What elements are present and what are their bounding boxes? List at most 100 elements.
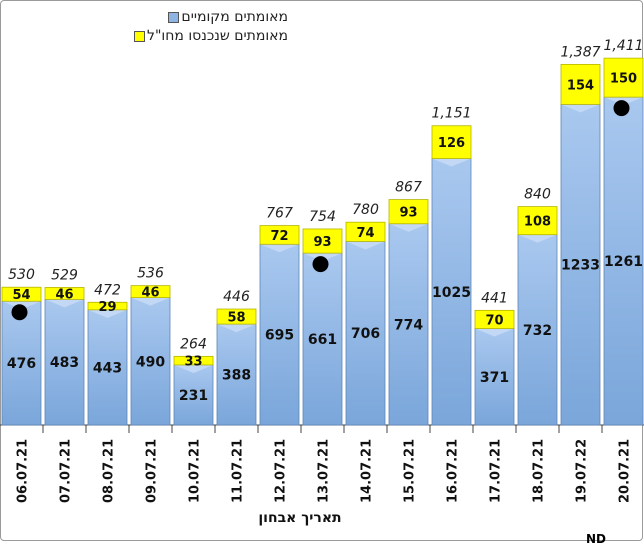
data-label-local: 483 (50, 355, 79, 371)
legend-swatch-local (168, 12, 180, 23)
bar-local-bevel (561, 104, 600, 113)
x-tick-label: 15.07.21 (403, 439, 418, 503)
bar-abroad (517, 206, 558, 236)
data-label-total: 264 (180, 336, 207, 352)
x-tick-label: 07.07.21 (59, 439, 74, 503)
legend-item-local: מאומתים מקומיים (132, 8, 288, 27)
data-label-abroad: 93 (399, 206, 417, 221)
bar-local-bevel (88, 309, 127, 318)
x-tick-label: 06.07.21 (16, 439, 31, 503)
marker-dot (11, 304, 28, 321)
x-tick-label: 14.07.21 (360, 439, 375, 503)
data-label-total: 536 (137, 266, 164, 282)
x-tick-label: 20.07.21 (618, 439, 633, 503)
bar-local (517, 234, 558, 426)
x-tick-label: 13.07.21 (317, 439, 332, 503)
bar-local-bevel (389, 223, 428, 232)
x-tick-label: 17.07.21 (489, 439, 504, 503)
data-label-local: 231 (179, 388, 208, 404)
data-label-total: 1,387 (560, 44, 600, 60)
bar-local (216, 323, 257, 426)
bar-local-bevel (475, 328, 514, 337)
bar-abroad (216, 308, 257, 325)
data-label-abroad: 29 (98, 300, 116, 315)
bar-local-bevel (45, 299, 84, 308)
data-label-total: 472 (94, 282, 121, 298)
data-label-total: 530 (8, 267, 35, 283)
x-tick-label: 10.07.21 (188, 439, 203, 503)
bar-abroad (44, 287, 85, 300)
bar-abroad (1, 286, 42, 302)
x-tick-label: 16.07.21 (446, 439, 461, 503)
data-label-abroad: 126 (438, 136, 465, 151)
corner-mark: ND (586, 532, 607, 546)
x-tick-label: 18.07.21 (532, 439, 547, 503)
x-tick-label: 19.07.22 (575, 439, 590, 503)
bar-local (1, 300, 42, 426)
data-label-local: 388 (222, 368, 251, 384)
x-tick-label: 11.07.21 (231, 439, 246, 503)
data-label-total: 840 (524, 187, 551, 203)
data-label-total: 441 (481, 290, 508, 306)
bar-abroad (130, 285, 171, 299)
bar-local (130, 297, 171, 426)
data-label-abroad: 70 (485, 313, 503, 328)
data-label-abroad: 154 (567, 78, 594, 93)
x-axis-title: תאריך אבחון (258, 510, 342, 526)
bar-local (345, 241, 386, 426)
bar-abroad (259, 225, 300, 245)
data-label-abroad: 58 (227, 311, 245, 326)
legend-swatch-abroad (134, 31, 145, 42)
data-label-abroad: 46 (141, 286, 159, 301)
x-tick-label: 09.07.21 (145, 439, 160, 503)
bar-local (302, 252, 343, 426)
marker-dot (613, 100, 630, 117)
data-label-total: 1,151 (431, 106, 471, 122)
bar-local (474, 328, 515, 426)
data-label-abroad: 74 (356, 226, 374, 241)
data-label-local: 1025 (432, 285, 471, 301)
data-label-local: 732 (523, 323, 552, 339)
data-label-total: 767 (266, 206, 293, 222)
data-label-abroad: 46 (55, 287, 73, 302)
data-label-total: 446 (223, 289, 250, 305)
bar-abroad (388, 199, 429, 225)
bar-local (603, 96, 644, 426)
data-label-local: 661 (308, 332, 337, 348)
legend-item-abroad: מאומתים שנכנסו מחו"ל (132, 27, 288, 46)
marker-dot (312, 256, 329, 273)
data-label-local: 1233 (561, 258, 600, 274)
bar-local (259, 243, 300, 426)
data-label-total: 529 (51, 267, 78, 283)
bar-local (560, 104, 601, 426)
bar-local-bevel (432, 158, 471, 167)
bar-local (173, 364, 214, 426)
bar-abroad (431, 125, 472, 159)
bar-abroad (474, 309, 515, 329)
data-label-abroad: 33 (184, 355, 202, 370)
bar-abroad (302, 228, 343, 254)
data-label-abroad: 108 (524, 215, 551, 230)
bar-local (431, 158, 472, 426)
data-label-total: 867 (395, 180, 422, 196)
x-tick-label: 08.07.21 (102, 439, 117, 503)
legend-label-abroad: מאומתים שנכנסו מחו"ל (147, 28, 289, 44)
bar-abroad (87, 301, 128, 311)
x-tick-label: 12.07.21 (274, 439, 289, 503)
bar-local-bevel (217, 324, 256, 333)
bar-local-bevel (346, 241, 385, 250)
bar-abroad (173, 355, 214, 366)
data-label-local: 476 (7, 356, 36, 372)
data-label-local: 1261 (604, 254, 643, 270)
data-label-abroad: 54 (12, 288, 30, 303)
data-label-local: 774 (394, 317, 423, 333)
bar-local-bevel (260, 244, 299, 253)
data-label-total: 1,411 (603, 38, 643, 54)
data-label-total: 780 (352, 202, 379, 218)
data-label-abroad: 150 (610, 72, 637, 87)
data-label-local: 371 (480, 370, 509, 386)
data-label-total: 754 (309, 209, 336, 225)
bar-abroad (345, 221, 386, 242)
data-label-local: 490 (136, 354, 165, 370)
data-label-abroad: 72 (270, 229, 288, 244)
